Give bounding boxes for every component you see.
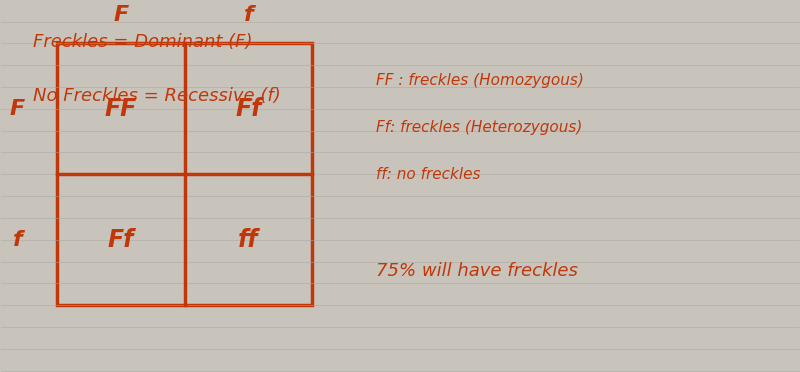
Text: FF : freckles (Homozygous): FF : freckles (Homozygous) xyxy=(376,73,584,87)
Text: ff: no freckles: ff: no freckles xyxy=(376,167,481,182)
Text: FF: FF xyxy=(105,97,137,121)
Text: Ff: Ff xyxy=(108,228,134,252)
Text: No Freckles = Recessive (f): No Freckles = Recessive (f) xyxy=(34,87,281,105)
Text: 75% will have freckles: 75% will have freckles xyxy=(376,262,578,279)
Text: F: F xyxy=(10,99,25,119)
Text: f: f xyxy=(13,230,22,250)
Text: Freckles = Dominant (F): Freckles = Dominant (F) xyxy=(34,32,253,51)
Text: Ff: Ff xyxy=(235,97,262,121)
Text: F: F xyxy=(114,5,129,25)
Text: Ff: freckles (Heterozygous): Ff: freckles (Heterozygous) xyxy=(376,120,582,135)
Text: ff: ff xyxy=(238,228,258,252)
Text: f: f xyxy=(244,5,254,25)
